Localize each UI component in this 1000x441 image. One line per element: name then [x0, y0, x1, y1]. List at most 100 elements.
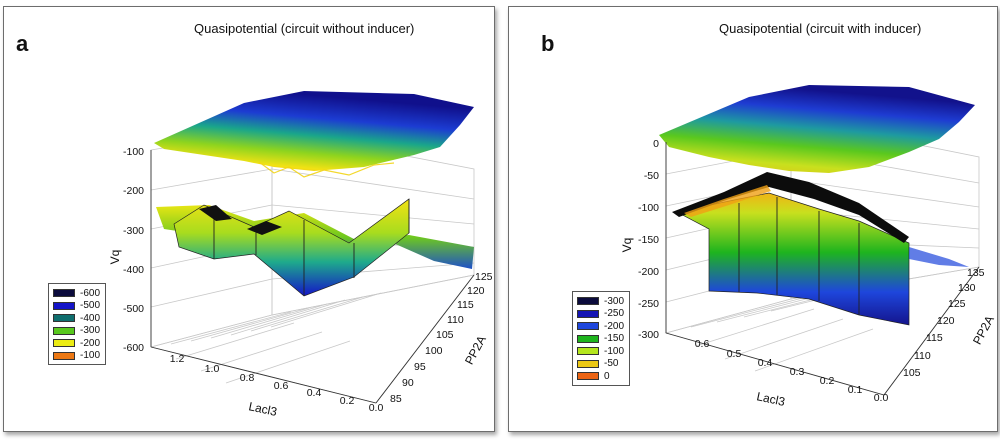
xtick-label: 1.2	[170, 353, 185, 365]
legend-label: -300	[604, 295, 625, 307]
legend-label: -250	[604, 308, 625, 320]
ytick-label: 110	[447, 314, 464, 326]
lower-surface-dark-fold-2	[247, 221, 282, 235]
lower-surface-wall	[675, 192, 910, 326]
ztick-label: -600	[123, 342, 144, 354]
legend-swatch	[577, 322, 599, 331]
ztick-label: -400	[123, 264, 144, 276]
ztick-label: -300	[638, 329, 659, 341]
legend-label: -100	[604, 345, 625, 357]
xtick-label: 0.2	[340, 395, 355, 407]
top-surface-edge	[258, 161, 395, 178]
xtick-label: 0.2	[820, 375, 835, 387]
chart-a-xticks: 1.2 1.0 0.8 0.6 0.4 0.2 0.0	[170, 353, 384, 414]
legend-swatch	[53, 339, 75, 348]
legend-entry: -400	[53, 312, 100, 325]
legend: -300 -250 -200 -150 -100 -50 0	[572, 291, 631, 386]
legend-entry: -300	[53, 325, 100, 338]
xtick-label: 0.8	[240, 372, 255, 384]
panel-label: a	[16, 31, 29, 56]
ytick-label: 100	[425, 345, 443, 357]
ytick-label: 95	[414, 361, 426, 373]
lower-surface-ridges	[738, 197, 860, 315]
ytick-label: 105	[903, 367, 921, 379]
legend-entry: -500	[53, 300, 100, 313]
ztick-label: -100	[123, 146, 144, 158]
panel-label: b	[541, 31, 555, 56]
ztick-label: -50	[644, 170, 659, 182]
legend-entry: -100	[53, 350, 100, 363]
xtick-label: 0.6	[274, 380, 289, 392]
legend-entry: -50	[577, 358, 624, 371]
chart-b-yticks: 105 110 115 120 125 130 135	[903, 267, 985, 379]
ztick-label: -250	[638, 298, 659, 310]
ztick-label: 0	[653, 138, 659, 150]
chart-title: Quasipotential (circuit without inducer)	[194, 21, 415, 36]
chart-b-axes	[665, 142, 980, 396]
xtick-label: 0.0	[874, 392, 889, 404]
ytick-label: 105	[436, 329, 454, 341]
legend-swatch	[577, 309, 599, 318]
legend-swatch	[577, 334, 599, 343]
chart-title: Quasipotential (circuit with inducer)	[719, 21, 922, 36]
xtick-label: 1.0	[205, 363, 220, 375]
ytick-label: 115	[926, 332, 943, 344]
ytick-label: 85	[390, 393, 402, 405]
chart-a-zticks: -100 -200 -300 -400 -500 -600	[123, 146, 144, 354]
lower-surface-dark-fold	[199, 205, 232, 221]
chart-b-zticks: 0 -50 -100 -150 -200 -250 -300	[638, 138, 659, 341]
legend-entry: -200	[53, 337, 100, 350]
ytick-label: 115	[457, 299, 474, 311]
legend-label: -200	[604, 320, 625, 332]
xtick-label: 0.4	[307, 387, 322, 399]
z-axis-label: Vq	[620, 238, 634, 253]
ztick-label: -100	[638, 202, 659, 214]
ytick-label: 135	[967, 267, 985, 279]
legend-swatch	[53, 289, 75, 298]
legend-label: -150	[604, 333, 625, 345]
ztick-label: -500	[123, 303, 144, 315]
legend-swatch	[577, 297, 599, 306]
ytick-label: 90	[402, 377, 414, 389]
ytick-label: 120	[467, 285, 485, 297]
ytick-label: 110	[914, 350, 931, 362]
legend-label: -300	[80, 325, 101, 337]
ytick-label: 125	[948, 298, 966, 310]
legend-swatch	[53, 314, 75, 323]
chart-panel-b: 0 -50 -100 -150 -200 -250 -300 Vq 0.6 0.…	[508, 6, 998, 432]
legend-label: -200	[80, 337, 101, 349]
chart-a-svg: -100 -200 -300 -400 -500 -600 Vq 1.2 1.0…	[108, 91, 493, 419]
xtick-label: 0.5	[727, 348, 742, 360]
legend-swatch	[577, 372, 599, 381]
legend-entry: -200	[577, 320, 624, 333]
ztick-label: -200	[123, 185, 144, 197]
ytick-label: 120	[937, 315, 955, 327]
y-axis-label: PP2A	[970, 313, 997, 347]
chart-b-xticks: 0.6 0.5 0.4 0.3 0.2 0.1 0.0	[695, 338, 889, 404]
top-surface	[659, 85, 975, 173]
legend-label: -100	[80, 350, 101, 362]
legend: -600 -500 -400 -300 -200 -100	[48, 283, 107, 365]
legend-label: -600	[80, 287, 101, 299]
x-axis-label: Lacl3	[247, 399, 278, 419]
ytick-label: 130	[958, 282, 976, 294]
legend-label: -50	[604, 358, 619, 370]
xtick-label: 0.1	[848, 384, 863, 396]
xtick-label: 0.3	[790, 366, 805, 378]
legend-label: 0	[604, 370, 610, 382]
legend-label: -400	[80, 312, 101, 324]
legend-entry: -150	[577, 333, 624, 346]
z-axis-label: Vq	[108, 250, 122, 265]
legend-entry: -250	[577, 308, 624, 321]
chart-b-svg: 0 -50 -100 -150 -200 -250 -300 Vq 0.6 0.…	[620, 85, 997, 409]
legend-swatch	[53, 326, 75, 335]
legend-swatch	[53, 351, 75, 360]
legend-entry: -300	[577, 295, 624, 308]
ytick-label: 125	[475, 271, 493, 283]
legend-entry: -600	[53, 287, 100, 300]
lower-surface-tail	[909, 247, 969, 267]
lower-surface-ridges	[213, 199, 410, 296]
ztick-label: -150	[638, 234, 659, 246]
legend-entry: -100	[577, 345, 624, 358]
xtick-label: 0.0	[369, 402, 384, 414]
